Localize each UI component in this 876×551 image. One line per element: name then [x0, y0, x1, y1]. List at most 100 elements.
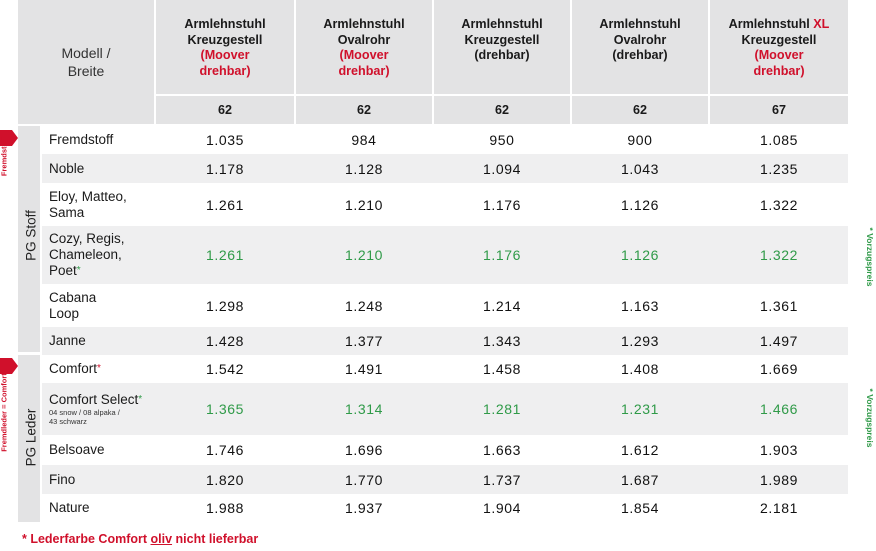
column-xl-badge: XL — [813, 17, 830, 31]
price-cell: 1.903 — [759, 442, 799, 458]
column-subtitle: Ovalrohr — [613, 32, 667, 47]
price-cell: 1.361 — [759, 297, 799, 314]
column-title: Armlehnstuhl — [323, 17, 405, 31]
price-cell: 1.322 — [759, 196, 799, 213]
table-row — [42, 327, 848, 355]
price-cell: 1.408 — [620, 361, 660, 377]
column-subtitle: drehbar) — [199, 63, 251, 78]
row-label: Eloy, Matteo, Sama — [49, 189, 127, 221]
price-cell: 1.261 — [205, 247, 245, 263]
table-row — [42, 383, 848, 435]
column-subtitle: Kreuzgestell — [741, 32, 817, 47]
column-subtitle: Kreuzgestell — [187, 32, 263, 47]
price-cell: 1.746 — [205, 442, 245, 458]
price-cell: 1.989 — [759, 471, 799, 488]
price-cell: 1.377 — [344, 333, 384, 349]
price-cell: 1.428 — [205, 333, 245, 349]
footnote-underlined: oliv — [150, 532, 173, 546]
column-width: 62 — [156, 96, 294, 124]
price-cell: 1.820 — [205, 471, 245, 488]
price-cell: 1.293 — [620, 333, 660, 349]
footnote-prefix: * Lederfarbe Comfort — [22, 532, 151, 546]
column-subtitle: Ovalrohr — [337, 32, 391, 47]
row-label: Cabana Loop — [49, 290, 96, 322]
price-cell: 1.163 — [620, 297, 660, 314]
table-row — [42, 284, 848, 327]
column-subtitle: Kreuzgestell — [464, 32, 540, 47]
column-title: Armlehnstuhl — [184, 17, 266, 31]
price-cell: 1.854 — [620, 500, 660, 516]
table-row — [42, 355, 848, 383]
row-label-text: Noble — [49, 160, 85, 176]
price-cell: 1.235 — [759, 160, 799, 177]
price-cell: 1.210 — [344, 247, 384, 263]
table-row — [42, 154, 848, 183]
column-subtitle: (Moover — [200, 48, 250, 62]
row-asterisk: * — [138, 394, 143, 405]
row-label-text: Nature — [49, 500, 90, 515]
price-cell: 984 — [351, 132, 377, 148]
side-label-fremdleder: Fremdleder = Comfort — [0, 373, 9, 452]
price-cell: 1.248 — [344, 297, 384, 314]
row-label: Comfort Select* 04 snow / 08 alpaka / 43 … — [49, 392, 142, 426]
column-width: 62 — [296, 96, 432, 124]
table-row — [42, 126, 848, 154]
row-label: Noble — [49, 161, 84, 177]
column-title: Armlehnstuhl — [728, 17, 810, 31]
price-cell: 1.085 — [759, 132, 799, 148]
price-cell: 1.458 — [482, 361, 522, 377]
column-title: Armlehnstuhl — [599, 17, 681, 31]
corner-label: Modell / Breite — [61, 45, 111, 79]
price-cell: 1.669 — [759, 361, 799, 377]
row-label: Janne — [49, 333, 86, 349]
column-subtitle: (drehbar) — [612, 48, 668, 62]
row-label-text: Fremdstoff — [49, 132, 114, 147]
column-subtitle: (drehbar) — [474, 48, 530, 62]
row-label: Comfort* — [49, 361, 101, 377]
row-label-text: Eloy, Matteo, Sama — [49, 188, 127, 220]
price-cell: 1.035 — [205, 132, 245, 148]
row-label-text: Janne — [49, 333, 86, 348]
price-cell: 1.365 — [205, 401, 245, 417]
price-cell: 1.176 — [482, 247, 522, 263]
group-bar-leder — [18, 355, 40, 522]
table-row — [42, 226, 848, 284]
price-cell: 1.178 — [205, 160, 245, 177]
price-cell: 1.904 — [482, 500, 522, 516]
row-sublabel: 04 snow / 08 alpaka / 43 schwarz — [49, 408, 120, 426]
table-row — [42, 494, 848, 522]
column-header: Armlehnstuhl Ovalrohr (Moover drehbar) — [296, 0, 432, 94]
price-cell: 1.214 — [482, 297, 522, 314]
column-subtitle: drehbar) — [753, 63, 805, 78]
column-title: Armlehnstuhl — [461, 17, 543, 31]
row-label-text: Cozy, Regis, Chameleon, Poet — [49, 231, 125, 278]
column-width: 62 — [572, 96, 708, 124]
group-label-leder: PG Leder — [23, 408, 39, 467]
column-subtitle: (Moover — [754, 48, 804, 62]
price-cell: 1.176 — [482, 196, 522, 213]
price-cell: 1.737 — [482, 471, 522, 488]
side-label-fremdstoff: Fremdstoff — [0, 136, 9, 177]
row-label: Fremdstoff — [49, 132, 113, 148]
column-header: Armlehnstuhl XL Kreuzgestell (Moover drehba… — [710, 0, 848, 94]
row-label: Fino — [49, 472, 75, 488]
price-cell: 1.612 — [620, 442, 660, 458]
footnote-suffix: nicht lieferbar — [172, 532, 259, 546]
row-label-text: Comfort Select — [49, 392, 139, 407]
row-label-text: Comfort — [49, 361, 98, 376]
price-cell: 950 — [489, 132, 515, 148]
table-row — [42, 465, 848, 494]
column-subtitle: (Moover — [339, 48, 389, 62]
price-cell: 1.343 — [482, 333, 522, 349]
vorzugspreis-label-stoff: * Vorzugspreis — [865, 227, 875, 287]
arrow-icon — [0, 130, 18, 146]
price-cell: 1.314 — [344, 401, 384, 417]
row-label: Belsoave — [49, 442, 105, 458]
table-row — [42, 183, 848, 226]
price-cell: 1.261 — [205, 196, 245, 213]
price-cell: 1.542 — [205, 361, 245, 377]
price-cell: 1.322 — [759, 247, 799, 263]
price-cell: 900 — [627, 132, 653, 148]
row-label: Nature — [49, 500, 90, 516]
price-cell: 1.988 — [205, 500, 245, 516]
